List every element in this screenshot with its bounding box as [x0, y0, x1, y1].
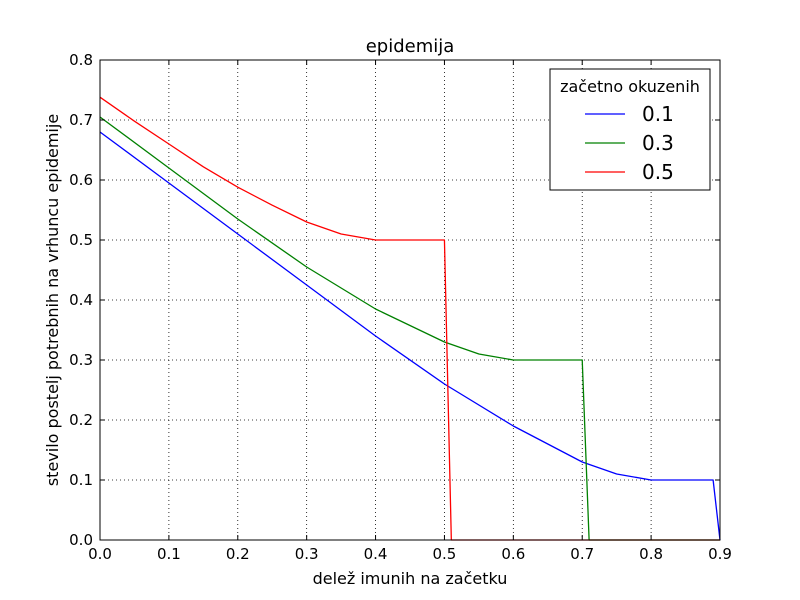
y-tick-label: 0.0: [69, 531, 93, 549]
x-tick-label: 0.2: [226, 545, 250, 563]
x-tick-label: 0.0: [88, 545, 112, 563]
y-tick-label: 0.3: [69, 351, 93, 369]
legend-label: 0.5: [642, 160, 674, 184]
series-line-0.1: [99, 131, 721, 541]
ticks: 0.0 0.1 0.2 0.3 0.4 0.5 0.6 0.7 0.8 0.9 0.0 0.1 0.2 0…: [69, 51, 732, 563]
x-tick-label: 0.7: [570, 545, 594, 563]
y-tick-label: 0.2: [69, 411, 93, 429]
x-tick-label: 0.3: [295, 545, 319, 563]
legend-box: [549, 68, 711, 191]
legend-title: začetno okuzenih: [560, 77, 700, 96]
x-tick-label: 0.9: [708, 545, 732, 563]
x-tick-label: 0.5: [433, 545, 457, 563]
y-axis-label: stevilo postelj potrebnih na vrhuncu epi…: [43, 114, 62, 486]
y-tick-label: 0.8: [69, 51, 93, 69]
legend: začetno okuzenih 0.1 0.3 0.5: [549, 68, 711, 191]
y-tick-label: 0.4: [69, 291, 93, 309]
series-layer: [99, 96, 721, 541]
x-tick-label: 0.6: [501, 545, 525, 563]
series-line-0.3: [99, 116, 720, 541]
chart-title: epidemija: [366, 36, 455, 57]
x-tick-label: 0.8: [639, 545, 663, 563]
series-line-0.5: [99, 96, 720, 541]
legend-label: 0.3: [642, 131, 674, 155]
x-tick-label: 0.4: [364, 545, 388, 563]
y-tick-label: 0.6: [69, 171, 93, 189]
legend-label: 0.1: [642, 102, 674, 126]
y-tick-label: 0.1: [69, 471, 93, 489]
x-tick-label: 0.1: [157, 545, 181, 563]
legend-items: 0.1 0.3 0.5: [585, 102, 674, 184]
x-axis-label: delež imunih na začetku: [313, 569, 508, 588]
y-tick-label: 0.5: [69, 231, 93, 249]
y-tick-label: 0.7: [69, 111, 93, 129]
